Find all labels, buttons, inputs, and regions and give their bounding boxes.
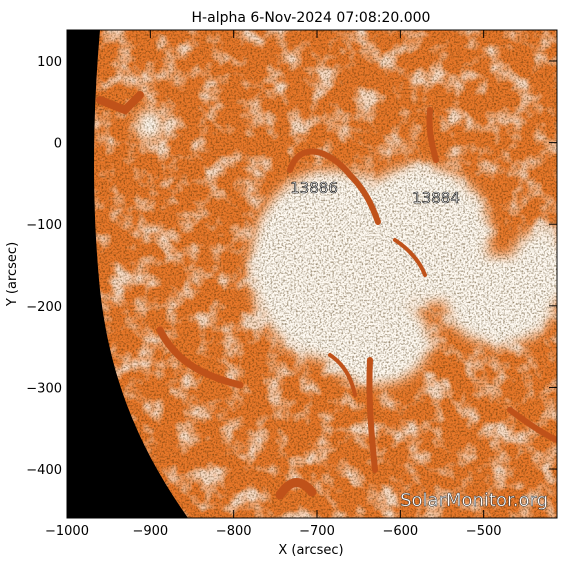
y-tick-label: 100 [37,55,62,70]
x-tick-label: −900 [132,524,168,539]
x-axis-label: X (arcsec) [278,543,343,558]
region-label-13884: 13884 [412,189,460,207]
plot-frame [66,29,558,519]
y-tick-label: −400 [26,463,62,478]
axis-ticks: −1000 −900 −800 −700 −600 −500 100 0 −100 −200 −30… [26,30,557,539]
y-tick-label: −100 [26,218,62,233]
x-tick-label: −500 [466,524,502,539]
off-limb-space [67,30,188,518]
region-label-13886: 13886 [290,179,338,197]
x-tick-label: −800 [216,524,252,539]
y-tick-label: −300 [26,381,62,396]
filaments [96,91,557,500]
watermark: SolarMonitor.org [400,490,548,511]
x-tick-label: −600 [382,524,418,539]
image-area: 13886 13884 SolarMonitor.org [67,30,557,518]
y-tick-label: 0 [54,137,62,152]
y-axis-label: Y (arcsec) [5,242,20,307]
y-tick-label: −200 [26,300,62,315]
speckle-texture [67,30,557,518]
x-tick-label: −700 [299,524,335,539]
x-tick-label: −1000 [45,524,89,539]
figure-title: H-alpha 6-Nov-2024 07:08:20.000 [192,10,431,26]
